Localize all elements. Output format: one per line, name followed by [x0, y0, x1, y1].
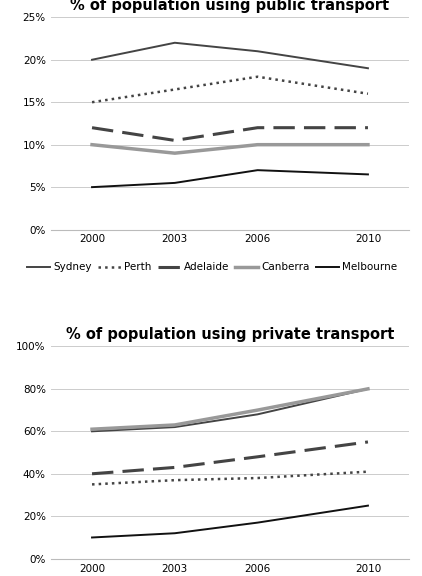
- Title: % of population using public transport: % of population using public transport: [70, 0, 390, 13]
- Legend: Sydney, Perth, Adelaide, Canberra, Melbourne: Sydney, Perth, Adelaide, Canberra, Melbo…: [27, 263, 397, 272]
- Title: % of population using private transport: % of population using private transport: [66, 327, 394, 343]
